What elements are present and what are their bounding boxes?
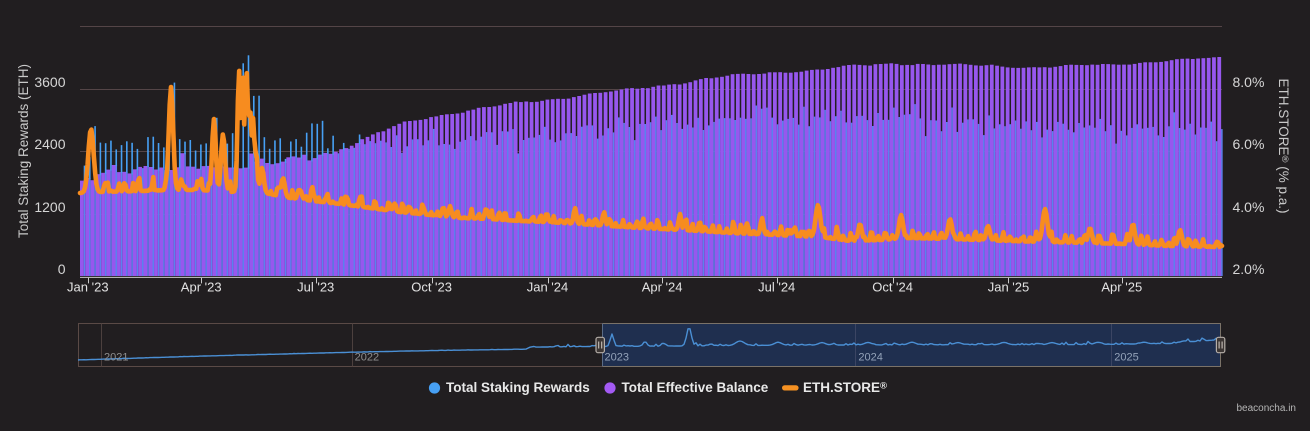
svg-text:Jul '24: Jul '24	[758, 280, 795, 295]
svg-text:Total Staking Rewards (ETH): Total Staking Rewards (ETH)	[16, 64, 31, 238]
svg-text:8.0%: 8.0%	[1233, 74, 1265, 90]
svg-text:Total Effective Balance: Total Effective Balance	[622, 380, 769, 395]
svg-text:Apr '24: Apr '24	[642, 280, 683, 295]
svg-text:3600: 3600	[34, 74, 65, 90]
svg-text:Total Staking Rewards: Total Staking Rewards	[446, 380, 590, 395]
svg-text:2021: 2021	[104, 352, 128, 364]
svg-text:Jan '25: Jan '25	[988, 280, 1030, 295]
svg-text:4.0%: 4.0%	[1233, 199, 1265, 215]
svg-text:0: 0	[58, 261, 66, 277]
svg-text:2025: 2025	[1114, 352, 1138, 364]
svg-text:1200: 1200	[34, 199, 65, 215]
svg-text:ETH.STORE®: ETH.STORE®	[803, 380, 887, 395]
svg-text:6.0%: 6.0%	[1233, 136, 1265, 152]
svg-text:2400: 2400	[34, 136, 65, 152]
svg-text:2023: 2023	[605, 352, 629, 364]
svg-text:2022: 2022	[355, 352, 379, 364]
svg-text:2.0%: 2.0%	[1233, 261, 1265, 277]
svg-text:Apr '25: Apr '25	[1101, 280, 1142, 295]
svg-text:Jan '23: Jan '23	[67, 280, 109, 295]
svg-text:2024: 2024	[858, 352, 882, 364]
svg-text:Oct '24: Oct '24	[872, 280, 913, 295]
svg-text:beaconcha.in: beaconcha.in	[1237, 403, 1297, 414]
svg-text:Jan '24: Jan '24	[527, 280, 569, 295]
svg-text:Oct '23: Oct '23	[411, 280, 452, 295]
svg-text:Apr '23: Apr '23	[181, 280, 222, 295]
svg-text:ETH.STORE® (% p.a.): ETH.STORE® (% p.a.)	[1276, 78, 1291, 213]
svg-text:Jul '23: Jul '23	[297, 280, 334, 295]
